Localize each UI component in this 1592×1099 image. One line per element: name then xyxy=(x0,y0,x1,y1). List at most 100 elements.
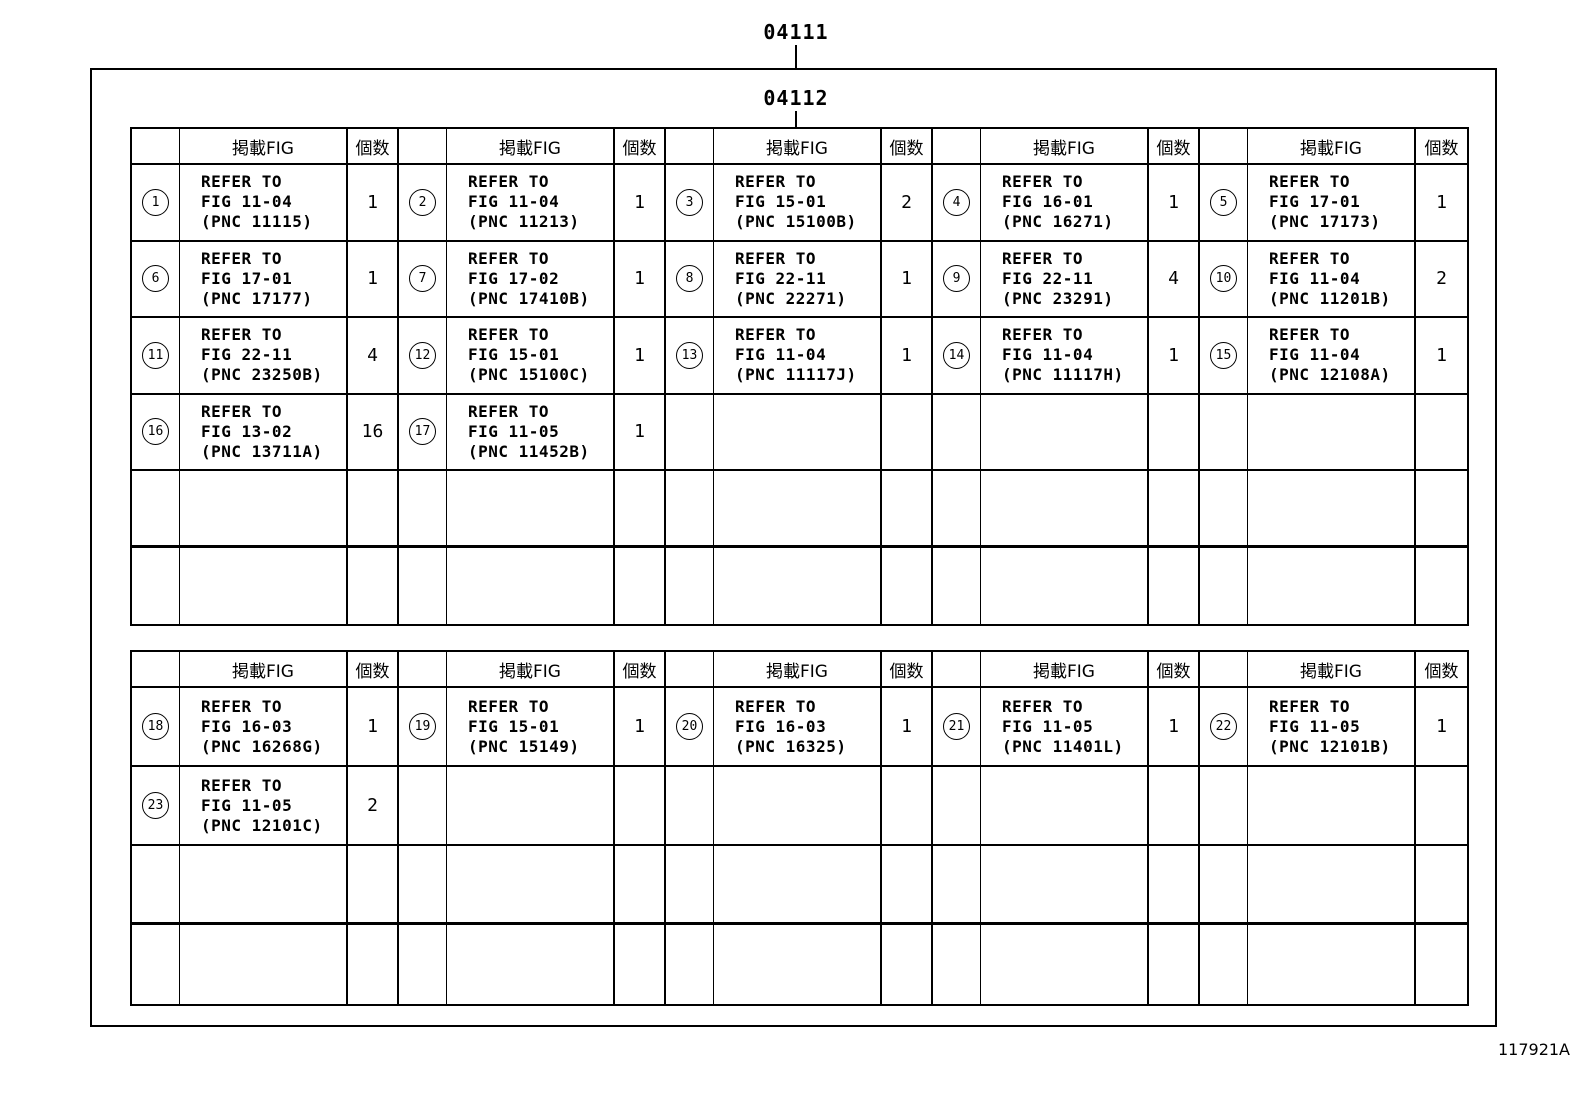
quantity-cell xyxy=(882,394,933,471)
qty-header-cell: 個数 xyxy=(1149,129,1200,165)
item-index-cell: 16 xyxy=(132,394,180,471)
quantity-cell xyxy=(1149,394,1200,471)
quantity-cell: 1 xyxy=(882,688,933,767)
part-number-label-04111: 04111 xyxy=(763,20,829,44)
item-index-cell xyxy=(666,547,714,624)
quantity-cell: 2 xyxy=(348,767,399,846)
quantity-cell xyxy=(882,925,933,1004)
item-index-badge: 2 xyxy=(409,188,436,216)
fig-reference-cell: REFER TO FIG 11-04 (PNC 11115) xyxy=(180,165,348,242)
quantity-cell xyxy=(615,471,666,548)
fig-reference-text: REFER TO FIG 11-04 (PNC 11117J) xyxy=(735,325,857,385)
fig-reference-cell xyxy=(981,394,1149,471)
quantity-cell: 1 xyxy=(882,241,933,318)
fig-reference-cell: REFER TO FIG 16-03 (PNC 16325) xyxy=(714,688,882,767)
connector-line-04111 xyxy=(795,45,797,68)
fig-reference-cell: REFER TO FIG 22-11 (PNC 23250B) xyxy=(180,318,348,395)
item-index-cell xyxy=(1200,394,1248,471)
item-index-badge: 13 xyxy=(676,341,703,369)
quantity-cell: 1 xyxy=(1416,165,1467,242)
index-header-cell xyxy=(933,652,981,688)
qty-header-cell: 個数 xyxy=(615,652,666,688)
quantity-cell xyxy=(1416,394,1467,471)
item-index-cell xyxy=(399,471,447,548)
quantity-cell xyxy=(615,925,666,1004)
index-header-cell xyxy=(666,652,714,688)
item-index-cell: 12 xyxy=(399,318,447,395)
quantity-cell: 1 xyxy=(615,241,666,318)
fig-reference-cell: REFER TO FIG 11-04 (PNC 11117J) xyxy=(714,318,882,395)
item-index-badge: 16 xyxy=(142,418,169,446)
item-index-cell: 2 xyxy=(399,165,447,242)
item-index-cell: 20 xyxy=(666,688,714,767)
quantity-cell xyxy=(1416,471,1467,548)
item-index-badge: 10 xyxy=(1210,265,1237,293)
fig-reference-text: REFER TO FIG 11-05 (PNC 12101C) xyxy=(201,775,323,835)
item-index-badge: 7 xyxy=(409,265,436,293)
fig-reference-cell xyxy=(447,767,615,846)
item-index-cell: 13 xyxy=(666,318,714,395)
part-number-label-04112: 04112 xyxy=(763,86,829,110)
qty-header-cell: 個数 xyxy=(882,129,933,165)
fig-reference-cell xyxy=(1248,846,1416,925)
item-index-badge: 23 xyxy=(142,792,169,819)
fig-header-cell: 掲載FIG xyxy=(447,129,615,165)
fig-reference-cell xyxy=(1248,767,1416,846)
item-index-cell: 21 xyxy=(933,688,981,767)
fig-reference-text: REFER TO FIG 17-02 (PNC 17410B) xyxy=(468,248,590,308)
connector-line-04112 xyxy=(795,111,797,128)
quantity-cell: 2 xyxy=(882,165,933,242)
fig-reference-text: REFER TO FIG 11-04 (PNC 11213) xyxy=(468,172,580,232)
fig-header-cell: 掲載FIG xyxy=(714,652,882,688)
fig-reference-cell xyxy=(714,925,882,1004)
index-header-cell xyxy=(132,652,180,688)
item-index-badge: 21 xyxy=(943,713,970,740)
fig-reference-cell xyxy=(180,547,348,624)
quantity-cell xyxy=(1416,846,1467,925)
quantity-cell xyxy=(1149,767,1200,846)
qty-header-cell: 個数 xyxy=(1416,652,1467,688)
quantity-cell xyxy=(348,547,399,624)
index-header-cell xyxy=(399,652,447,688)
fig-reference-cell: REFER TO FIG 16-03 (PNC 16268G) xyxy=(180,688,348,767)
quantity-cell xyxy=(1416,767,1467,846)
item-index-cell xyxy=(933,394,981,471)
fig-reference-text: REFER TO FIG 22-11 (PNC 23291) xyxy=(1002,248,1114,308)
item-index-cell: 18 xyxy=(132,688,180,767)
item-index-cell: 7 xyxy=(399,241,447,318)
fig-reference-cell xyxy=(447,925,615,1004)
item-index-cell: 10 xyxy=(1200,241,1248,318)
lower-reference-table: 掲載FIG 個数 掲載FIG 個数 掲載FIG 個数 掲載FIG 個数 掲載FIG 個数 18 REF… xyxy=(130,650,1469,1006)
fig-reference-cell xyxy=(1248,471,1416,548)
fig-reference-text: REFER TO FIG 11-04 (PNC 12108A) xyxy=(1269,325,1391,385)
item-index-badge: 14 xyxy=(943,341,970,369)
fig-reference-cell: REFER TO FIG 11-05 (PNC 11401L) xyxy=(981,688,1149,767)
quantity-cell: 1 xyxy=(348,241,399,318)
fig-header-cell: 掲載FIG xyxy=(180,652,348,688)
fig-reference-text: REFER TO FIG 16-03 (PNC 16268G) xyxy=(201,696,323,756)
item-index-cell xyxy=(1200,471,1248,548)
quantity-cell: 1 xyxy=(348,688,399,767)
item-index-cell xyxy=(132,925,180,1004)
outer-frame: 04112 掲載FIG 個数 掲載FIG 個数 掲載FIG 個数 掲載FIG 個数 掲載FIG 個… xyxy=(90,68,1497,1027)
quantity-cell: 1 xyxy=(1149,318,1200,395)
item-index-cell xyxy=(132,471,180,548)
fig-reference-cell: REFER TO FIG 11-04 (PNC 11201B) xyxy=(1248,241,1416,318)
item-index-badge: 17 xyxy=(409,418,436,446)
item-index-cell: 8 xyxy=(666,241,714,318)
item-index-cell xyxy=(666,925,714,1004)
item-index-cell: 11 xyxy=(132,318,180,395)
index-header-cell xyxy=(399,129,447,165)
item-index-cell: 9 xyxy=(933,241,981,318)
item-index-badge: 1 xyxy=(142,188,169,216)
quantity-cell: 16 xyxy=(348,394,399,471)
quantity-cell xyxy=(615,846,666,925)
fig-reference-cell xyxy=(981,547,1149,624)
fig-header-cell: 掲載FIG xyxy=(981,129,1149,165)
item-index-cell xyxy=(933,767,981,846)
item-index-cell xyxy=(666,767,714,846)
fig-reference-cell: REFER TO FIG 11-05 (PNC 12101C) xyxy=(180,767,348,846)
item-index-cell: 6 xyxy=(132,241,180,318)
fig-reference-text: REFER TO FIG 11-05 (PNC 12101B) xyxy=(1269,696,1391,756)
fig-header-cell: 掲載FIG xyxy=(1248,652,1416,688)
